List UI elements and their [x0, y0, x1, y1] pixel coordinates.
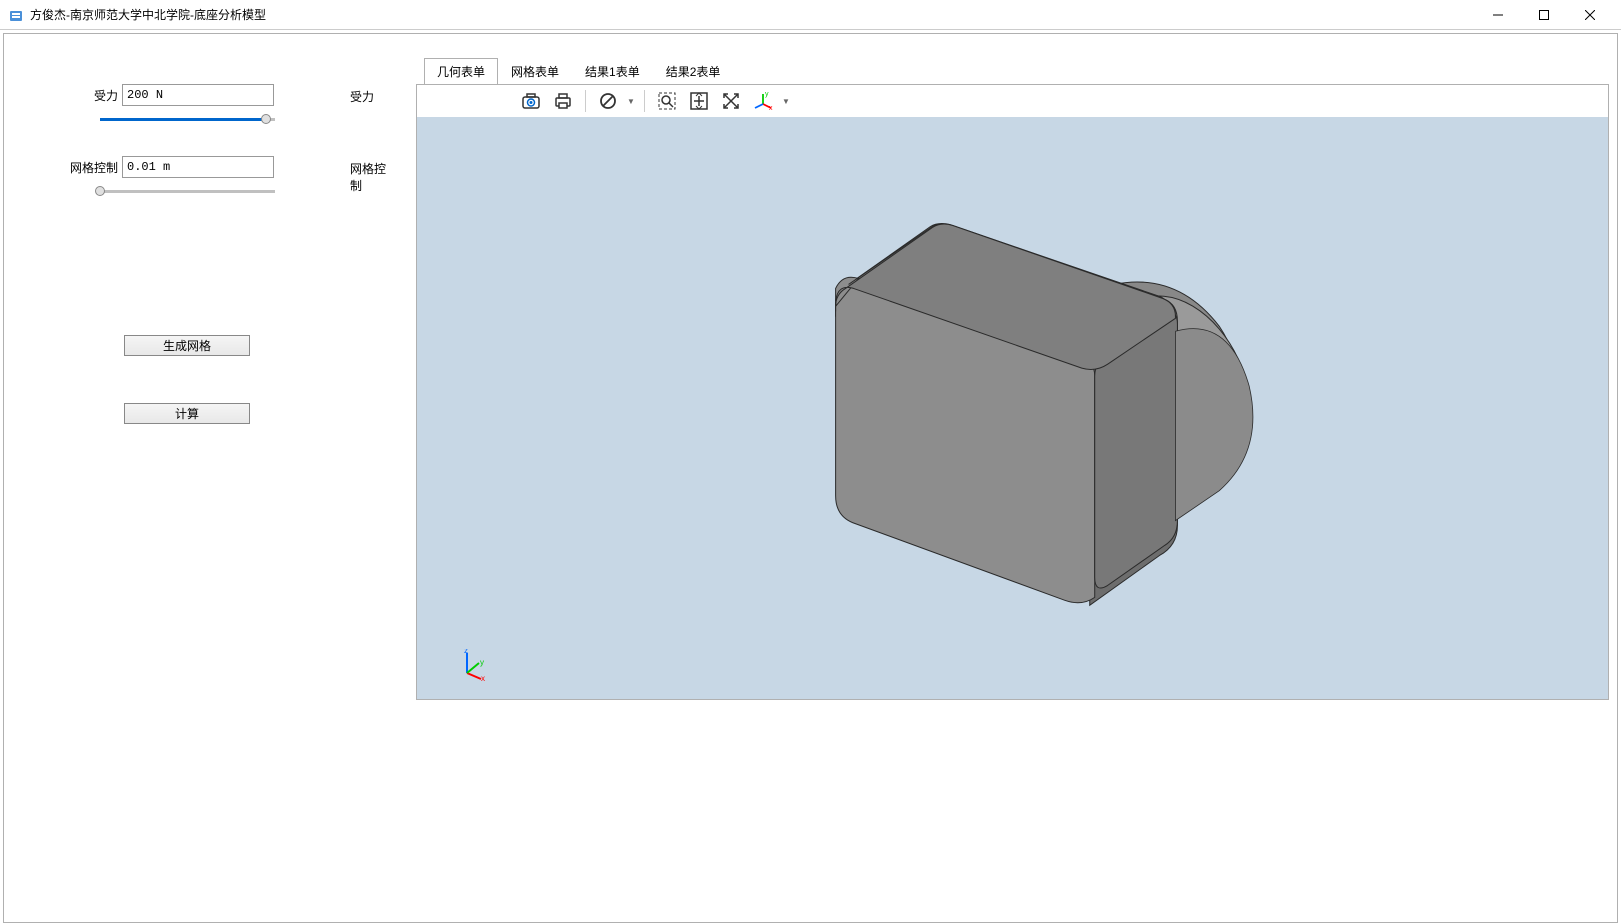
axis-dropdown[interactable]: ▼	[781, 97, 791, 106]
expand-icon[interactable]	[717, 87, 745, 115]
close-button[interactable]	[1567, 0, 1613, 30]
window-title: 方俊杰-南京师范大学中北学院-底座分析模型	[30, 6, 1475, 23]
viewer-frame: ▼ yx ▼	[416, 84, 1609, 700]
window-controls	[1475, 0, 1613, 30]
axis-orientation-icon[interactable]: yx	[749, 87, 777, 115]
maximize-button[interactable]	[1521, 0, 1567, 30]
app-icon	[8, 7, 24, 23]
calculate-button[interactable]: 计算	[124, 403, 250, 424]
mesh-slider[interactable]	[100, 182, 275, 200]
viewer-toolbar: ▼ yx ▼	[417, 85, 1608, 117]
model-svg	[417, 117, 1608, 699]
sidebar-panel: 受力 受力 网格控制 网格控制	[4, 34, 416, 922]
zoom-area-icon[interactable]	[653, 87, 681, 115]
mesh-label: 网格控制	[70, 159, 118, 176]
mesh-side-label: 网格控制	[350, 160, 396, 194]
block-dropdown[interactable]: ▼	[626, 97, 636, 106]
tabs-row: 几何表单 网格表单 结果1表单 结果2表单	[416, 34, 1617, 84]
minimize-button[interactable]	[1475, 0, 1521, 30]
camera-icon[interactable]	[517, 87, 545, 115]
block-icon[interactable]	[594, 87, 622, 115]
3d-viewport[interactable]: z y x	[417, 117, 1608, 699]
force-side-label: 受力	[350, 88, 374, 105]
main-content: 受力 受力 网格控制 网格控制	[3, 33, 1618, 923]
fit-view-icon[interactable]	[685, 87, 713, 115]
tab-result1[interactable]: 结果1表单	[572, 58, 653, 84]
toolbar-separator	[585, 90, 586, 112]
svg-text:y: y	[765, 91, 769, 98]
generate-mesh-button[interactable]: 生成网格	[124, 335, 250, 356]
print-icon[interactable]	[549, 87, 577, 115]
titlebar: 方俊杰-南京师范大学中北学院-底座分析模型	[0, 0, 1621, 30]
force-slider[interactable]	[100, 110, 275, 128]
content-area: 几何表单 网格表单 结果1表单 结果2表单 ▼	[416, 34, 1617, 922]
force-label: 受力	[94, 87, 118, 104]
mesh-input[interactable]	[122, 156, 274, 178]
tab-mesh[interactable]: 网格表单	[498, 58, 572, 84]
solid-model	[836, 224, 1279, 606]
z-axis-label: z	[464, 649, 468, 655]
y-axis-label: y	[480, 658, 484, 667]
svg-text:x: x	[769, 105, 773, 112]
force-input[interactable]	[122, 84, 274, 106]
tab-result2[interactable]: 结果2表单	[653, 58, 734, 84]
tab-geometry[interactable]: 几何表单	[424, 58, 498, 85]
toolbar-separator	[644, 90, 645, 112]
axis-triad: z y x	[457, 649, 487, 679]
x-axis-label: x	[481, 674, 485, 681]
